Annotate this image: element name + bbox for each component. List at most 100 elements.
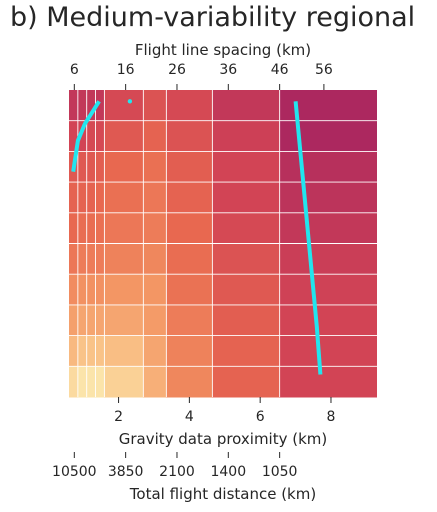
contour-dot (127, 99, 133, 104)
secondary-tick-label: 3850 (108, 464, 144, 480)
heatmap-cell (95, 366, 105, 398)
heatmap-cell (166, 120, 213, 152)
secondary-tick-label: 1400 (210, 464, 246, 480)
chart-title: b) Medium-variability regional (10, 2, 416, 33)
heatmap-cell (279, 304, 377, 337)
heatmap-cell (166, 212, 213, 244)
heatmap-cell (166, 151, 213, 183)
bottom-tick-label: 8 (327, 409, 336, 425)
contour-line (293, 101, 323, 375)
heatmap-cell (279, 335, 377, 367)
heatmap-cell (212, 182, 280, 214)
heatmap-cell (69, 120, 78, 152)
heatmap-cell (86, 274, 96, 306)
heatmap-cell (212, 90, 280, 122)
contour-line (71, 100, 101, 172)
secondary-axis-label: Total flight distance (km) (129, 485, 316, 503)
heatmap-cell (95, 304, 105, 337)
heatmap-cell (95, 212, 105, 244)
top-tick-label: 16 (117, 62, 135, 78)
heatmap-cells (69, 90, 377, 398)
heatmap-cell (279, 120, 377, 152)
top-tick-label: 26 (168, 62, 186, 78)
heatmap-cell (69, 335, 78, 367)
heatmap-cell (69, 212, 78, 244)
top-tick-label: 46 (271, 62, 289, 78)
heatmap-cell (143, 304, 167, 337)
heatmap-cell (143, 366, 167, 398)
heatmap-cell (166, 304, 213, 337)
bottom-tick-label: 6 (256, 409, 265, 425)
secondary-tick-label: 2100 (159, 464, 195, 480)
heatmap-cell (104, 120, 144, 152)
heatmap-cell (279, 151, 377, 183)
heatmap-cell (77, 120, 87, 152)
heatmap-cell (143, 335, 167, 367)
heatmap-cell (95, 335, 105, 367)
top-axis-label: Flight line spacing (km) (135, 41, 311, 59)
heatmap-cell (143, 90, 167, 122)
heatmap-cell (95, 182, 105, 214)
heatmap-cell (86, 90, 96, 122)
bottom-axis-label: Gravity data proximity (km) (119, 430, 328, 448)
heatmap-cell (77, 335, 87, 367)
heatmap-cell (279, 182, 377, 214)
heatmap-cell (69, 304, 78, 337)
heatmap-cell (69, 90, 78, 122)
heatmap-cell (77, 366, 87, 398)
top-tick-label: 6 (70, 62, 79, 78)
heatmap-cell (143, 182, 167, 214)
secondary-tick-label: 1050 (262, 464, 298, 480)
heatmap-cell (77, 243, 87, 275)
heatmap-cell (212, 274, 280, 306)
heatmap-cell (212, 212, 280, 244)
heatmap-cell (95, 90, 105, 122)
heatmap-cell (212, 120, 280, 152)
heatmap-cell (104, 366, 144, 398)
heatmap-cell (104, 90, 144, 122)
heatmap-cell (86, 243, 96, 275)
heatmap-cell (143, 243, 167, 275)
heatmap-cell (166, 243, 213, 275)
heatmap-cell (166, 366, 213, 398)
heatmap-cell (279, 243, 377, 275)
bottom-tick-label: 4 (185, 409, 194, 425)
heatmap-cell (143, 120, 167, 152)
heatmap-cell (69, 182, 78, 214)
heatmap-cell (104, 151, 144, 183)
heatmap-cell (95, 243, 105, 275)
bottom-tick-label: 2 (114, 409, 123, 425)
heatmap-cell (166, 182, 213, 214)
heatmap-cell (86, 151, 96, 183)
heatmap-cell (86, 182, 96, 214)
heatmap-cell (69, 243, 78, 275)
heatmap-cell (143, 212, 167, 244)
heatmap-cell (77, 90, 87, 122)
heatmap-cell (86, 335, 96, 367)
heatmap-cell (69, 366, 78, 398)
heatmap-cell (212, 335, 280, 367)
heatmap-cell (279, 274, 377, 306)
heatmap-cell (212, 304, 280, 337)
heatmap-cell (104, 212, 144, 244)
heatmap-cell (104, 274, 144, 306)
top-tick-label: 56 (315, 62, 333, 78)
top-tick-label: 36 (219, 62, 237, 78)
heatmap-cell (166, 274, 213, 306)
heatmap-cell (77, 274, 87, 306)
heatmap-cell (166, 90, 213, 122)
heatmap-cell (143, 151, 167, 183)
heatmap-cell (104, 335, 144, 367)
heatmap-cell (104, 304, 144, 337)
heatmap-cell (77, 182, 87, 214)
heatmap-cell (95, 151, 105, 183)
heatmap-cell (279, 212, 377, 244)
heatmap-cell (212, 151, 280, 183)
heatmap-cell (104, 243, 144, 275)
heatmap-cell (279, 366, 377, 398)
heatmap-cell (212, 243, 280, 275)
contour-lines (71, 99, 323, 375)
heatmap-cell (104, 182, 144, 214)
